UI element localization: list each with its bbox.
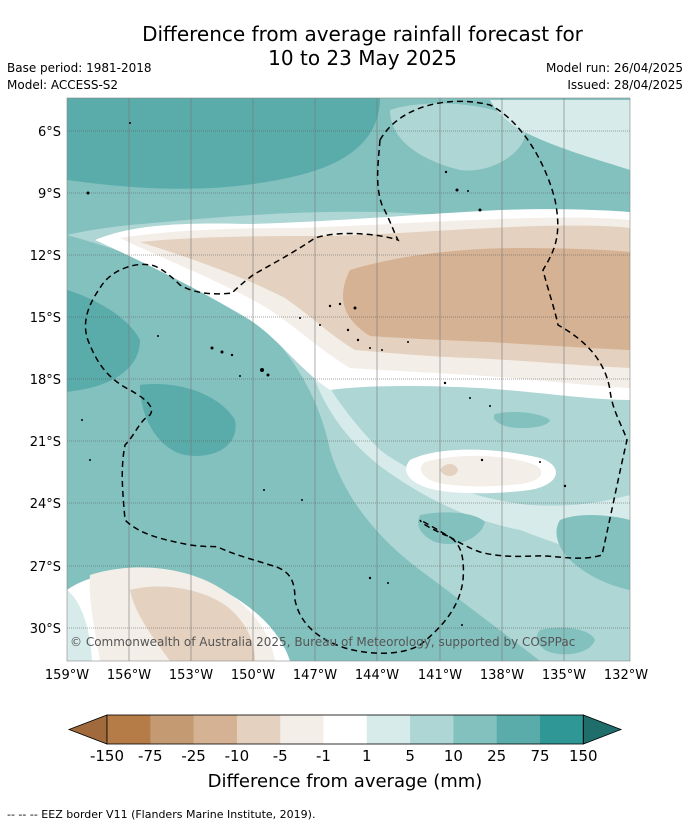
lon-axis: 159°W 156°W 153°W 150°W 147°W 144°W 141°… (45, 668, 648, 683)
lat-label: 9°S (38, 187, 61, 202)
colorbar-tick-label: 1 (362, 747, 372, 765)
title-line-2: 10 to 23 May 2025 (268, 46, 457, 70)
lat-label: 18°S (30, 373, 61, 388)
colorbar-extend-high (582, 714, 623, 745)
colorbar-tick-label: -1 (316, 747, 331, 765)
anomaly-west-25-75 (67, 290, 140, 392)
lon-gridlines (128, 98, 565, 661)
colorbar-title: Difference from average (mm) (207, 771, 483, 792)
map-title: Difference from average rainfall forecas… (0, 22, 690, 70)
anomaly-southeast-pocket (536, 627, 595, 655)
meta-left: Base period: 1981-2018 Model: ACCESS-S2 (7, 60, 152, 94)
lat-label: 12°S (30, 249, 61, 264)
map-frame (66, 97, 631, 662)
colorbar-tick-label: -5 (273, 747, 288, 765)
colorbar-swatch (366, 715, 411, 744)
model-run: Model run: 26/04/2025 (545, 61, 683, 75)
colorbar-tick-label: 5 (405, 747, 415, 765)
model-name: Model: ACCESS-S2 (7, 78, 119, 92)
colorbar-swatch (410, 715, 454, 744)
lon-label: 156°W (107, 668, 151, 683)
anomaly-north-5-10 (390, 103, 526, 171)
colorbar-swatch (107, 715, 151, 744)
lon-label: 135°W (542, 668, 586, 683)
lon-label: 138°W (480, 668, 524, 683)
lat-label: 27°S (30, 560, 61, 575)
issued-date: Issued: 28/04/2025 (567, 78, 683, 92)
anomaly-east-dry-5-10 (440, 464, 458, 476)
colorbar-tick-label: 75 (530, 747, 549, 765)
anomaly-southwest-corner (67, 590, 92, 661)
lon-label: 159°W (45, 668, 89, 683)
eez-footnote: -- -- -- EEZ border V11 (Flanders Marine… (7, 808, 316, 821)
colorbar: -150 -75 -25 -10 -5 -1 1 5 10 25 75 150 (67, 714, 623, 765)
title-line-1: Difference from average rainfall forecas… (142, 22, 583, 46)
colorbar-swatch (150, 715, 195, 744)
anomaly-west-center-25-75 (140, 384, 236, 456)
meta-right: Model run: 26/04/2025 Issued: 28/04/2025 (546, 60, 683, 94)
copyright-text: © Commonwealth of Australia 2025, Bureau… (70, 635, 575, 649)
lat-label: 6°S (38, 125, 61, 140)
anomaly-southeast-10-25 (418, 512, 485, 544)
anomaly-dry-10-25 (342, 248, 630, 350)
colorbar-swatch (540, 715, 584, 744)
colorbar-extend-low (67, 714, 108, 745)
colorbar-swatch (453, 715, 498, 744)
lat-label: 24°S (30, 497, 61, 512)
anomaly-northwest-25-75 (67, 98, 380, 189)
colorbar-swatch (496, 715, 541, 744)
anomaly-far-east-10-25 (556, 515, 630, 590)
colorbar-tick-label: -75 (138, 747, 163, 765)
anomaly-south-dry-5-10 (130, 586, 255, 661)
lat-label: 21°S (30, 435, 61, 450)
colorbar-swatch (323, 715, 368, 744)
colorbar-swatch (280, 715, 324, 744)
map-plot-area: © Commonwealth of Australia 2025, Bureau… (67, 98, 630, 661)
colorbar-border (106, 714, 584, 745)
colorbar-tick-label: 10 (444, 747, 463, 765)
islands (81, 122, 567, 626)
anomaly-east-wet-10-25 (493, 412, 550, 428)
lat-label: 30°S (30, 622, 61, 637)
colorbar-tick-label: 150 (569, 747, 598, 765)
colorbar-tick-label: -150 (90, 747, 124, 765)
anomaly-east-dry-1-5 (420, 455, 542, 487)
lon-label: 150°W (231, 668, 275, 683)
anomaly-northeast-1-5 (490, 100, 630, 170)
colorbar-swatch (236, 715, 281, 744)
anomaly-southwest-10-25 (67, 235, 540, 661)
lon-label: 147°W (293, 668, 337, 683)
lon-label: 144°W (355, 668, 399, 683)
lon-label: 153°W (169, 668, 213, 683)
colorbar-tick-label: -10 (225, 747, 250, 765)
lon-label: 132°W (604, 668, 648, 683)
lon-label: 141°W (418, 668, 462, 683)
lat-label: 15°S (30, 311, 61, 326)
colorbar-tick-label: -25 (181, 747, 206, 765)
colorbar-swatch (193, 715, 238, 744)
eez-borders (84, 100, 628, 655)
base-period: Base period: 1981-2018 (7, 61, 152, 75)
colorbar-tick-label: 25 (487, 747, 506, 765)
lat-axis: 6°S 9°S 12°S 15°S 18°S 21°S 24°S 27°S 30… (30, 125, 61, 637)
